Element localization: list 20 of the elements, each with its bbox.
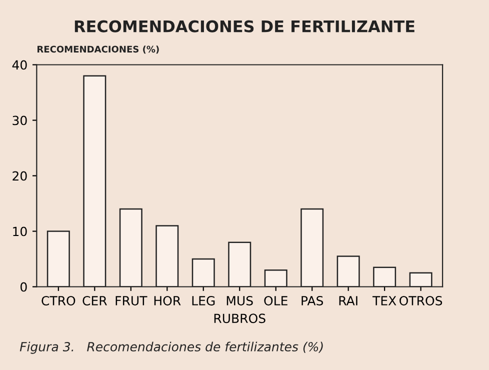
x-tick-label: RAI xyxy=(339,296,358,306)
x-tick-label: MUS xyxy=(226,296,253,306)
text: Figura 3. Recomendaciones de fertilizantes (%) xyxy=(20,342,323,354)
chart-title: RECOMENDACIONES DE FERTILIZANTE xyxy=(74,20,414,32)
x-axis-title: RUBROS xyxy=(214,314,266,324)
y-axis-title: RECOMENDACIONES (%) xyxy=(38,46,159,54)
x-tick-label: LEG xyxy=(192,296,215,306)
x-tick-label: OTROS xyxy=(400,296,442,306)
x-tick-label: CER xyxy=(82,296,107,306)
x-tick-label: HOR xyxy=(154,296,181,306)
x-tick-label: OLE xyxy=(264,296,288,306)
y-tick-label: 0 xyxy=(20,282,27,292)
x-tick-label: PAS xyxy=(302,296,324,306)
x-tick-label: FRUT xyxy=(116,296,148,306)
x-tick-label: TEX xyxy=(372,296,396,306)
y-tick-label: 40 xyxy=(12,60,27,70)
x-tick-label: CTRO xyxy=(42,296,76,306)
y-tick-label: 30 xyxy=(12,116,27,126)
y-tick-label: 20 xyxy=(12,171,27,181)
y-tick-label: 10 xyxy=(13,226,27,236)
